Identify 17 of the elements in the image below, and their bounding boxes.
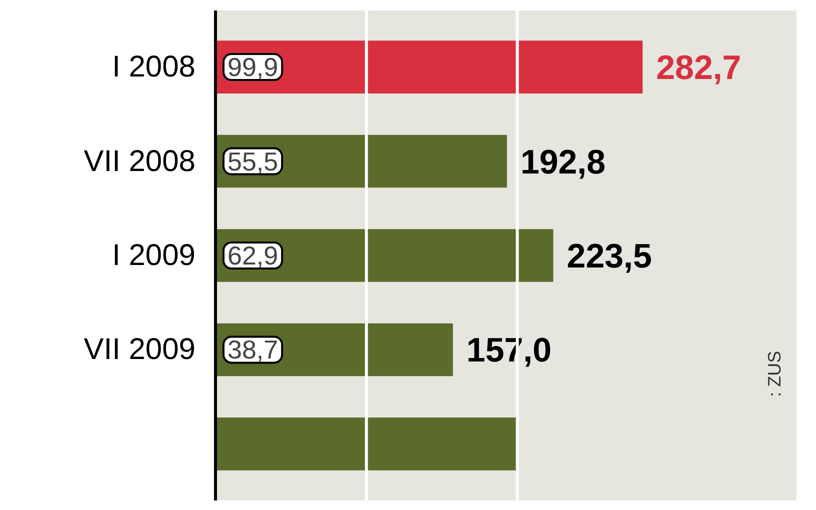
y-tick-label: VII 2009 — [84, 333, 196, 366]
data-label: 282,7 — [656, 49, 742, 88]
y-tick-label: I 2009 — [112, 239, 196, 272]
bar — [216, 134, 507, 188]
annotation: 99,9 — [228, 52, 278, 82]
bar — [216, 40, 643, 94]
y-tick-label: I 2008 — [112, 50, 196, 84]
annotation: 38,7 — [228, 334, 278, 365]
data-label: 192,8 — [520, 143, 606, 182]
data-label: 223,5 — [566, 238, 652, 276]
bar — [216, 418, 516, 470]
bar — [216, 229, 554, 282]
y-tick-label: VII 2008 — [84, 144, 196, 178]
annotation: 55,5 — [228, 146, 278, 176]
data-label: 157,0 — [466, 332, 552, 370]
annotation: : ZUS — [764, 350, 784, 397]
annotation: 62,9 — [228, 240, 278, 270]
